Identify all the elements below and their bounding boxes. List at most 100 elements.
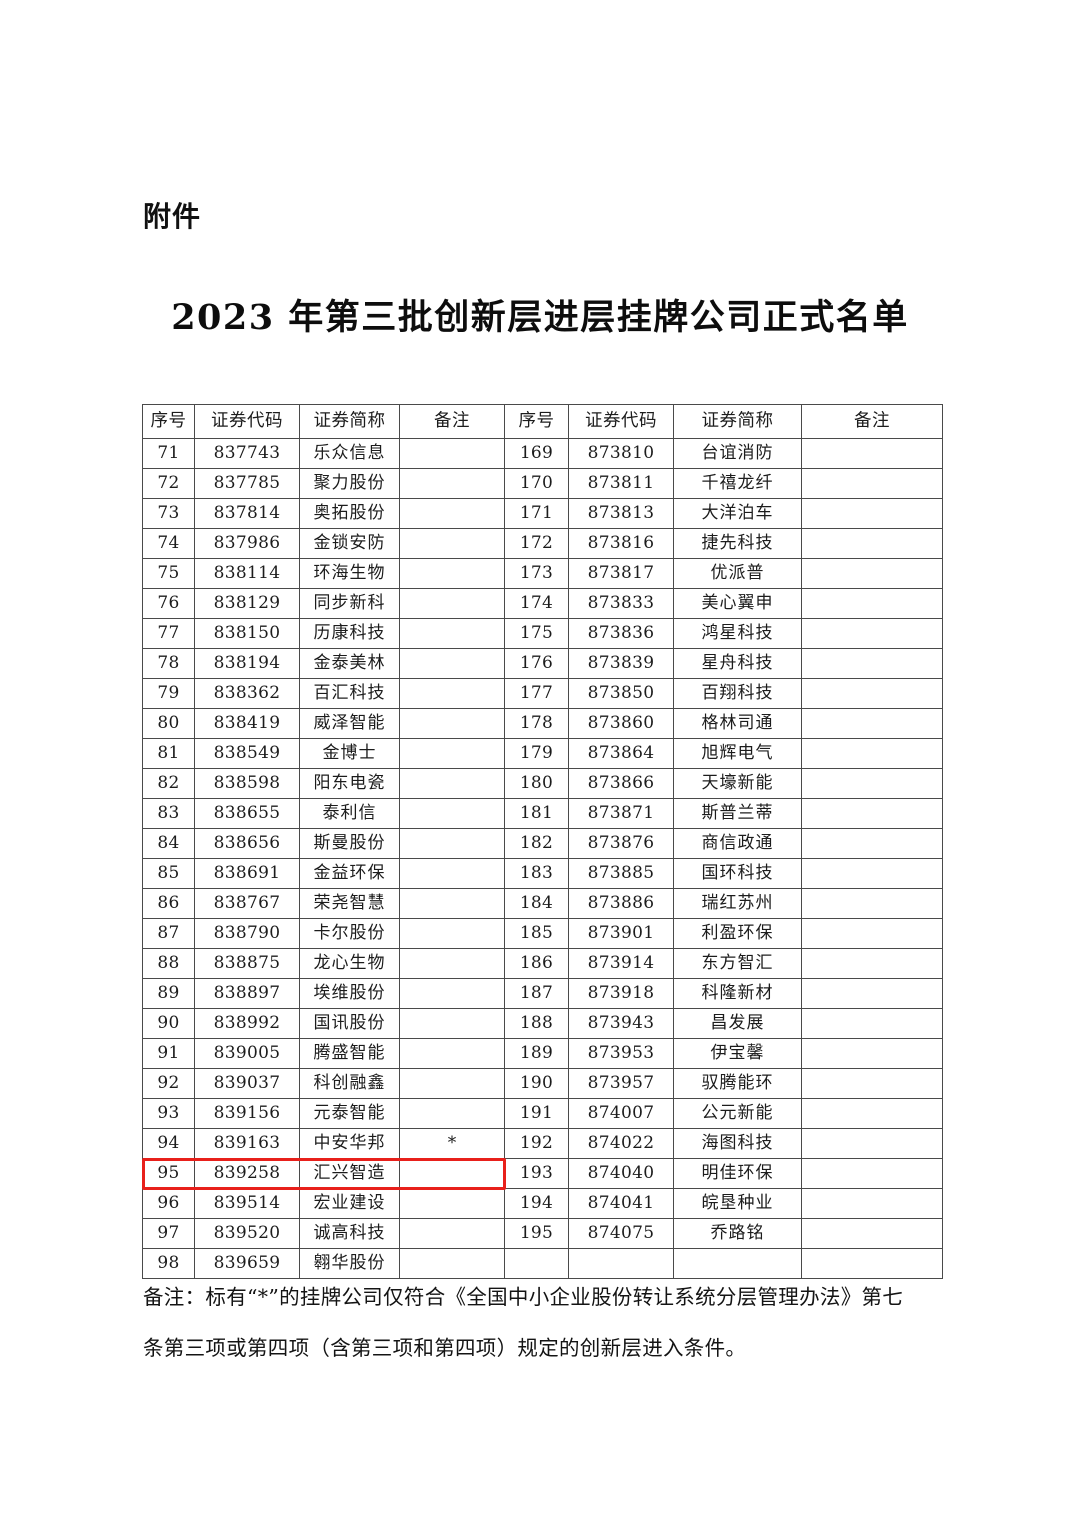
table-row: 95 839258 汇兴智造 193 874040 明佳环保 [142, 1158, 943, 1189]
cell-note-right [801, 588, 943, 619]
cell-code-left: 839258 [194, 1158, 300, 1189]
cell-seq-left: 75 [142, 558, 195, 589]
cell-code-right: 873860 [568, 708, 674, 739]
footnote-line-1: 备注：标有“*”的挂牌公司仅符合《全国中小企业股份转让系统分层管理办法》第七 [143, 1285, 904, 1309]
cell-code-right: 873914 [568, 948, 674, 979]
cell-abbr-right: 国环科技 [673, 858, 802, 889]
cell-abbr-left: 元泰智能 [299, 1098, 400, 1129]
cell-code-right: 873816 [568, 528, 674, 559]
cell-note-right [801, 1158, 943, 1189]
cell-code-left: 838875 [194, 948, 300, 979]
cell-abbr-left: 金益环保 [299, 858, 400, 889]
cell-code-left: 837986 [194, 528, 300, 559]
cell-code-left: 837743 [194, 438, 300, 469]
cell-abbr-left: 同步新科 [299, 588, 400, 619]
listing-table-body: 71 837743 乐众信息 169 873810 台谊消防 72 837785 聚力股份 170… [142, 438, 943, 1279]
header-code-left: 证券代码 [194, 404, 300, 439]
table-row: 82 838598 阳东电瓷 180 873866 天壕新能 [142, 768, 943, 799]
cell-abbr-right: 大洋泊车 [673, 498, 802, 529]
cell-code-right: 873886 [568, 888, 674, 919]
cell-abbr-left: 埃维股份 [299, 978, 400, 1009]
table-row: 91 839005 腾盛智能 189 873953 伊宝馨 [142, 1038, 943, 1069]
cell-note-right [801, 648, 943, 679]
cell-abbr-left: 国讯股份 [299, 1008, 400, 1039]
cell-abbr-right: 捷先科技 [673, 528, 802, 559]
cell-code-right: 873839 [568, 648, 674, 679]
cell-abbr-right: 台谊消防 [673, 438, 802, 469]
cell-note-left [399, 1188, 505, 1219]
header-abbr-left: 证券简称 [299, 404, 400, 439]
cell-seq-left: 84 [142, 828, 195, 859]
table-row: 98 839659 翱华股份 [142, 1248, 943, 1279]
cell-code-left: 838419 [194, 708, 300, 739]
cell-seq-right: 193 [504, 1158, 569, 1189]
cell-abbr-left: 卡尔股份 [299, 918, 400, 949]
cell-note-right [801, 1188, 943, 1219]
cell-abbr-right [673, 1248, 802, 1279]
cell-code-left: 838549 [194, 738, 300, 769]
cell-abbr-right: 驭腾能环 [673, 1068, 802, 1099]
table-row: 89 838897 埃维股份 187 873918 科隆新材 [142, 978, 943, 1009]
cell-abbr-right: 东方智汇 [673, 948, 802, 979]
cell-abbr-left: 环海生物 [299, 558, 400, 589]
table-row: 85 838691 金益环保 183 873885 国环科技 [142, 858, 943, 889]
cell-abbr-left: 历康科技 [299, 618, 400, 649]
cell-seq-left: 85 [142, 858, 195, 889]
cell-abbr-left: 金泰美林 [299, 648, 400, 679]
cell-note-right [801, 438, 943, 469]
cell-seq-left: 81 [142, 738, 195, 769]
cell-note-left [399, 498, 505, 529]
header-note-left: 备注 [399, 404, 505, 439]
table-row: 72 837785 聚力股份 170 873811 千禧龙纤 [142, 468, 943, 499]
cell-note-right [801, 768, 943, 799]
header-seq-left: 序号 [142, 404, 195, 439]
cell-code-left: 839514 [194, 1188, 300, 1219]
cell-note-left [399, 468, 505, 499]
cell-seq-left: 82 [142, 768, 195, 799]
table-row: 87 838790 卡尔股份 185 873901 利盈环保 [142, 918, 943, 949]
cell-abbr-right: 格林司通 [673, 708, 802, 739]
cell-code-left: 839005 [194, 1038, 300, 1069]
cell-code-left: 838362 [194, 678, 300, 709]
cell-note-left [399, 948, 505, 979]
cell-abbr-right: 海图科技 [673, 1128, 802, 1159]
cell-note-right [801, 1008, 943, 1039]
table-header-row: 序号 证券代码 证券简称 备注 序号 证券代码 证券简称 备注 [142, 404, 943, 439]
cell-abbr-right: 公元新能 [673, 1098, 802, 1129]
cell-note-right [801, 1098, 943, 1129]
cell-seq-right: 171 [504, 498, 569, 529]
cell-seq-left: 72 [142, 468, 195, 499]
cell-abbr-left: 荣尧智慧 [299, 888, 400, 919]
cell-abbr-left: 斯曼股份 [299, 828, 400, 859]
cell-abbr-right: 优派普 [673, 558, 802, 589]
table-row: 71 837743 乐众信息 169 873810 台谊消防 [142, 438, 943, 469]
cell-code-right: 874041 [568, 1188, 674, 1219]
cell-seq-right: 184 [504, 888, 569, 919]
table-row: 96 839514 宏业建设 194 874041 皖垦种业 [142, 1188, 943, 1219]
cell-code-right: 873866 [568, 768, 674, 799]
cell-abbr-left: 泰利信 [299, 798, 400, 829]
cell-abbr-right: 千禧龙纤 [673, 468, 802, 499]
cell-code-left: 838114 [194, 558, 300, 589]
cell-note-left [399, 918, 505, 949]
cell-seq-right: 181 [504, 798, 569, 829]
cell-seq-left: 96 [142, 1188, 195, 1219]
cell-abbr-right: 伊宝馨 [673, 1038, 802, 1069]
cell-code-right: 874040 [568, 1158, 674, 1189]
cell-code-left: 837785 [194, 468, 300, 499]
cell-code-left: 838655 [194, 798, 300, 829]
cell-code-right [568, 1248, 674, 1279]
cell-seq-left: 93 [142, 1098, 195, 1129]
cell-seq-right: 185 [504, 918, 569, 949]
table-row: 75 838114 环海生物 173 873817 优派普 [142, 558, 943, 589]
cell-abbr-left: 百汇科技 [299, 678, 400, 709]
cell-note-left [399, 528, 505, 559]
cell-seq-left: 92 [142, 1068, 195, 1099]
cell-code-right: 873810 [568, 438, 674, 469]
cell-code-right: 873817 [568, 558, 674, 589]
cell-note-right [801, 1218, 943, 1249]
cell-abbr-right: 旭辉电气 [673, 738, 802, 769]
cell-note-left [399, 438, 505, 469]
cell-code-right: 873811 [568, 468, 674, 499]
